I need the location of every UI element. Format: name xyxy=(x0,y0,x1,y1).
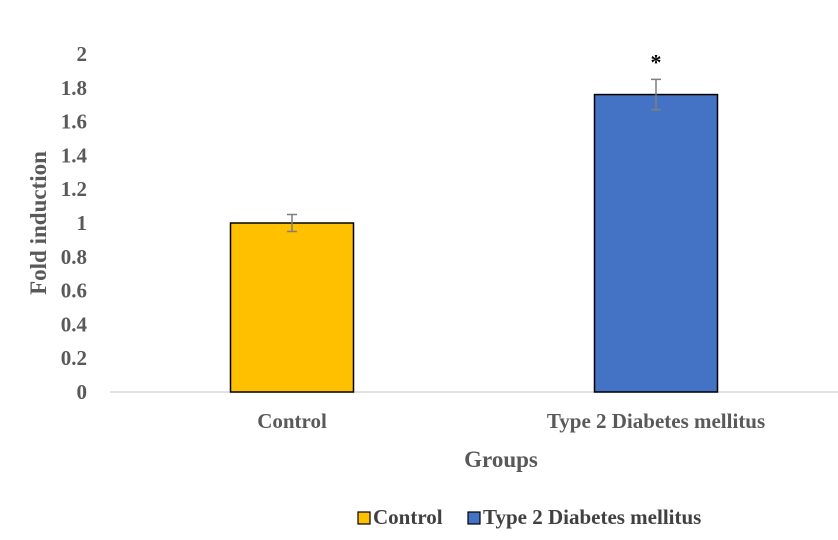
bar xyxy=(229,222,355,393)
y-tick-label: 1.8 xyxy=(61,76,87,100)
y-tick-label: 1 xyxy=(77,211,88,235)
legend-swatch xyxy=(357,511,371,525)
y-axis-ticks: 0 0.2 0.4 0.6 0.8 1 1.2 1.4 1.6 1.8 2 xyxy=(61,42,88,404)
legend-label: Control xyxy=(373,505,443,529)
error-bar xyxy=(287,213,297,233)
y-tick-label: 2 xyxy=(77,42,88,66)
bars xyxy=(229,93,719,393)
y-tick-label: 0 xyxy=(77,380,88,404)
y-tick-label: 0.2 xyxy=(61,346,87,370)
y-tick-label: 1.4 xyxy=(61,143,88,167)
y-axis-title: Fold induction xyxy=(26,151,51,295)
x-axis-title: Groups xyxy=(464,447,538,472)
y-tick-label: 0.8 xyxy=(61,245,87,269)
error-bars xyxy=(287,78,661,233)
y-tick-label: 1.2 xyxy=(61,177,87,201)
y-tick-label: 1.6 xyxy=(61,110,87,134)
bar xyxy=(593,93,719,393)
annotations: * xyxy=(651,49,662,74)
legend-label: Type 2 Diabetes mellitus xyxy=(483,505,701,529)
y-tick-label: 0.4 xyxy=(61,312,88,336)
y-tick-label: 0.6 xyxy=(61,279,87,303)
legend-swatch xyxy=(467,511,481,525)
legend: Control Type 2 Diabetes mellitus xyxy=(357,505,701,529)
x-axis-categories: Control Type 2 Diabetes mellitus xyxy=(257,409,765,433)
error-bar xyxy=(651,78,661,111)
significance-marker: * xyxy=(651,49,662,74)
x-category-label: Control xyxy=(257,409,327,433)
x-category-label: Type 2 Diabetes mellitus xyxy=(547,409,765,433)
